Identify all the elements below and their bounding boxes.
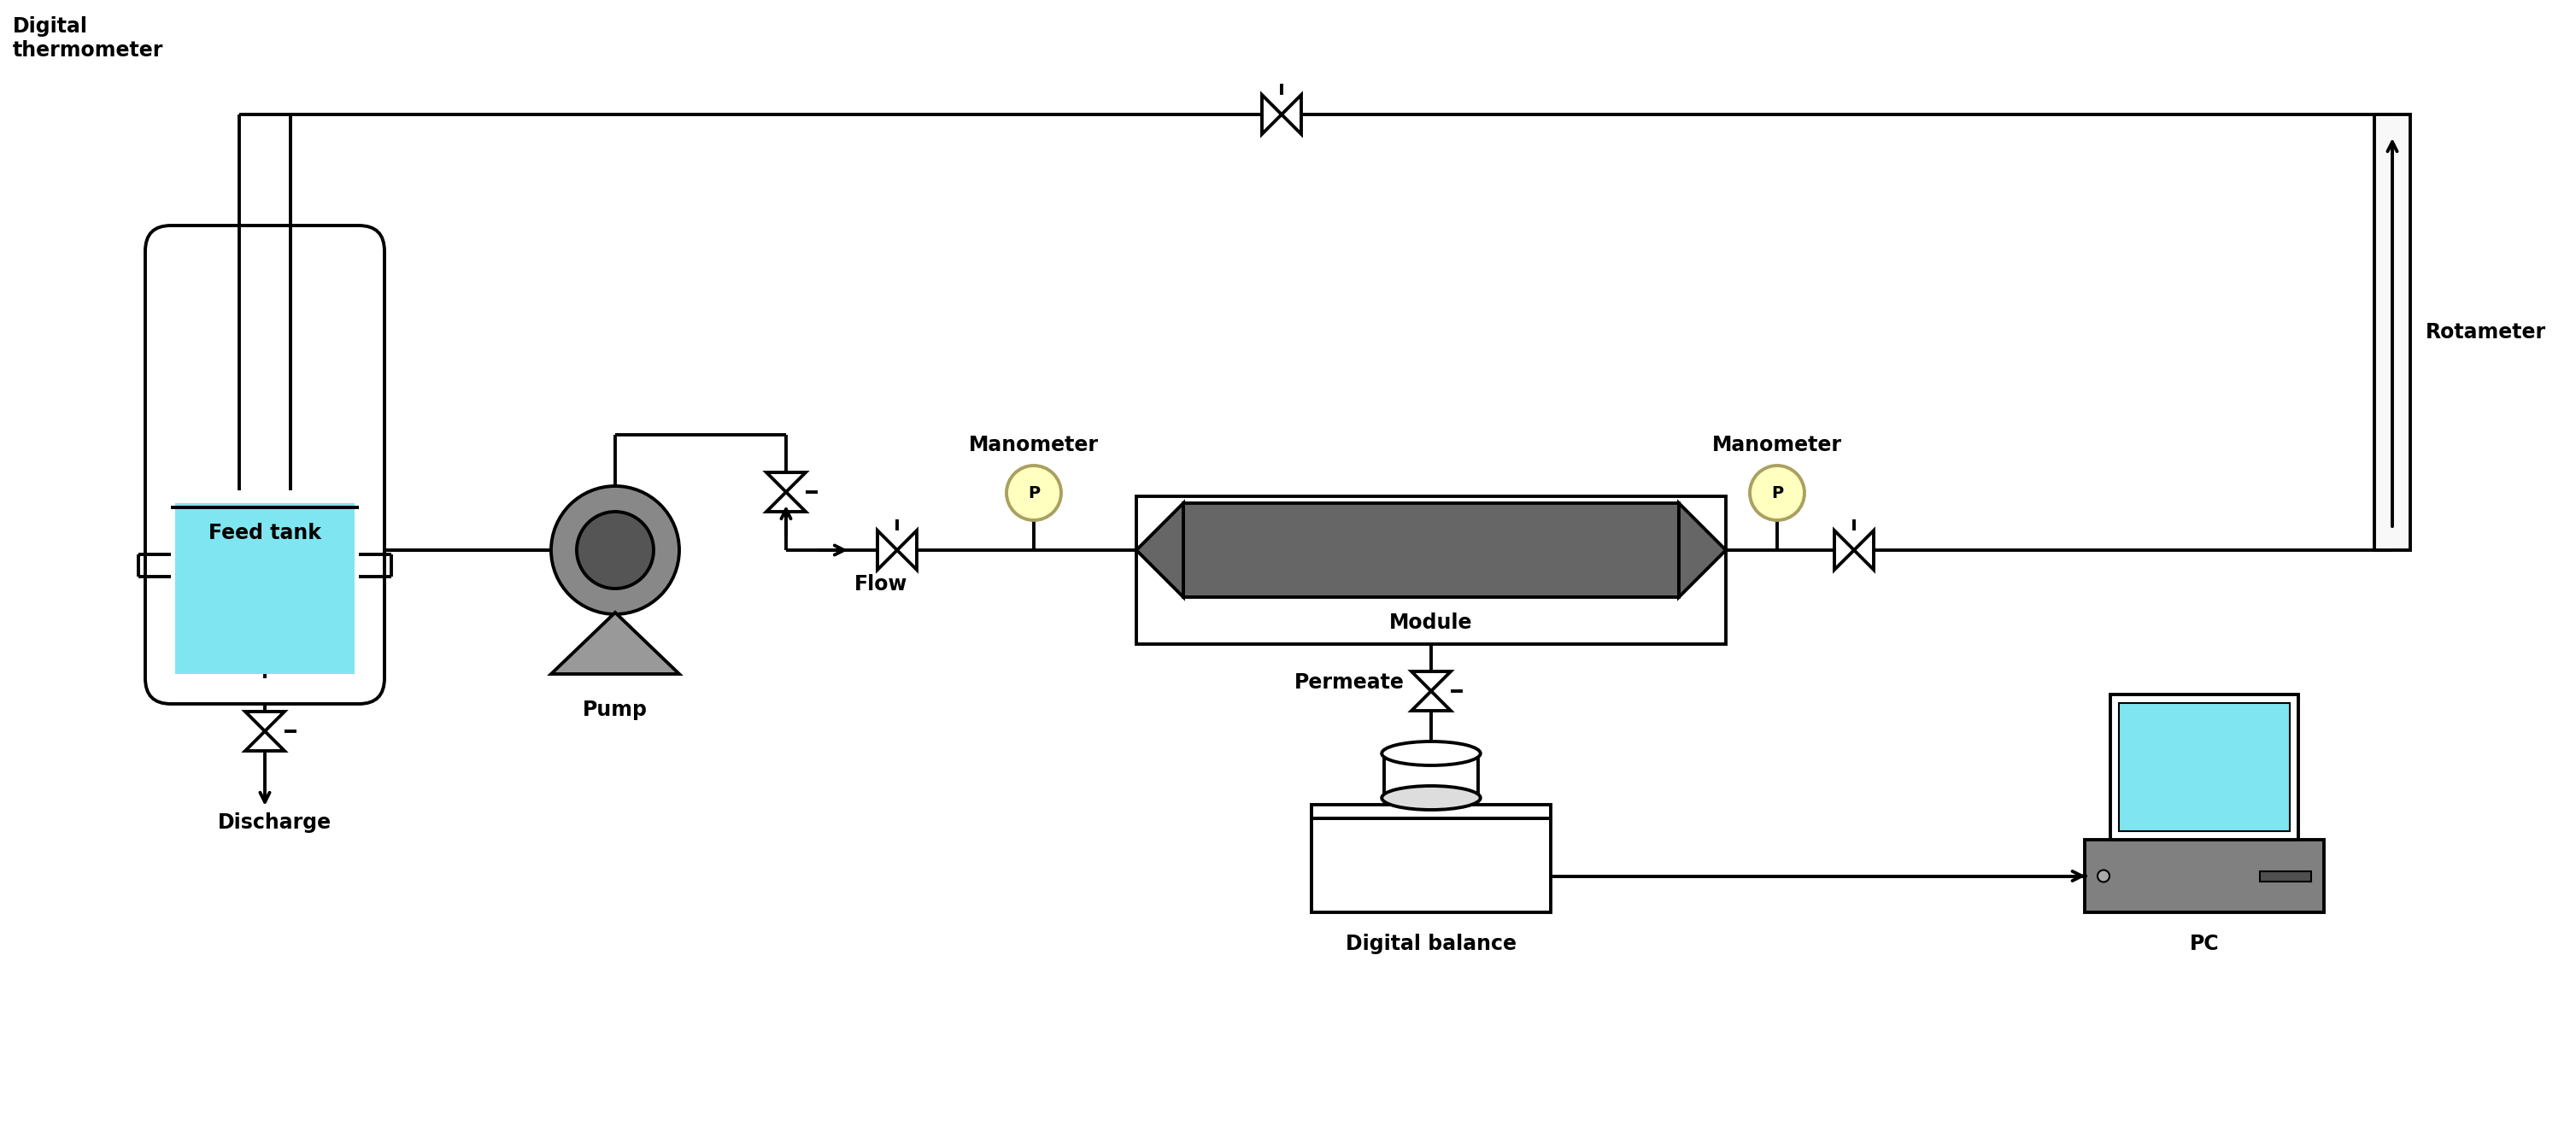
Bar — [2259, 871, 2311, 881]
Bar — [2120, 703, 2290, 831]
Text: Digital balance: Digital balance — [1345, 934, 1517, 955]
FancyBboxPatch shape — [144, 225, 384, 703]
Text: Manometer: Manometer — [1713, 434, 1842, 456]
Text: Manometer: Manometer — [969, 434, 1100, 456]
Text: Module: Module — [1388, 613, 1473, 633]
Bar — [2110, 694, 2298, 839]
Bar — [2084, 839, 2324, 913]
Circle shape — [1007, 466, 1061, 520]
Text: Flow: Flow — [855, 575, 907, 595]
Circle shape — [551, 486, 680, 614]
Text: Feed tank: Feed tank — [209, 523, 322, 543]
Circle shape — [1749, 466, 1803, 520]
Bar — [1383, 753, 1479, 797]
Bar — [1136, 497, 1726, 644]
Bar — [175, 503, 355, 674]
Text: Discharge: Discharge — [219, 812, 332, 832]
Text: P: P — [1772, 485, 1783, 501]
Text: Permeate: Permeate — [1293, 672, 1404, 693]
Bar — [2375, 114, 2411, 550]
Circle shape — [577, 511, 654, 588]
Ellipse shape — [1381, 786, 1481, 810]
Text: Digital
thermometer: Digital thermometer — [13, 16, 162, 60]
Circle shape — [2097, 870, 2110, 882]
Bar — [1311, 819, 1551, 913]
Text: P: P — [1028, 485, 1041, 501]
Bar — [1311, 804, 1551, 819]
Text: Pump: Pump — [582, 700, 647, 720]
Ellipse shape — [1381, 742, 1481, 766]
Text: PC: PC — [2190, 934, 2218, 955]
Polygon shape — [1680, 503, 1726, 597]
Bar — [1182, 503, 1680, 597]
Polygon shape — [551, 613, 680, 674]
Polygon shape — [1136, 503, 1182, 597]
Text: Rotameter: Rotameter — [2427, 322, 2545, 343]
